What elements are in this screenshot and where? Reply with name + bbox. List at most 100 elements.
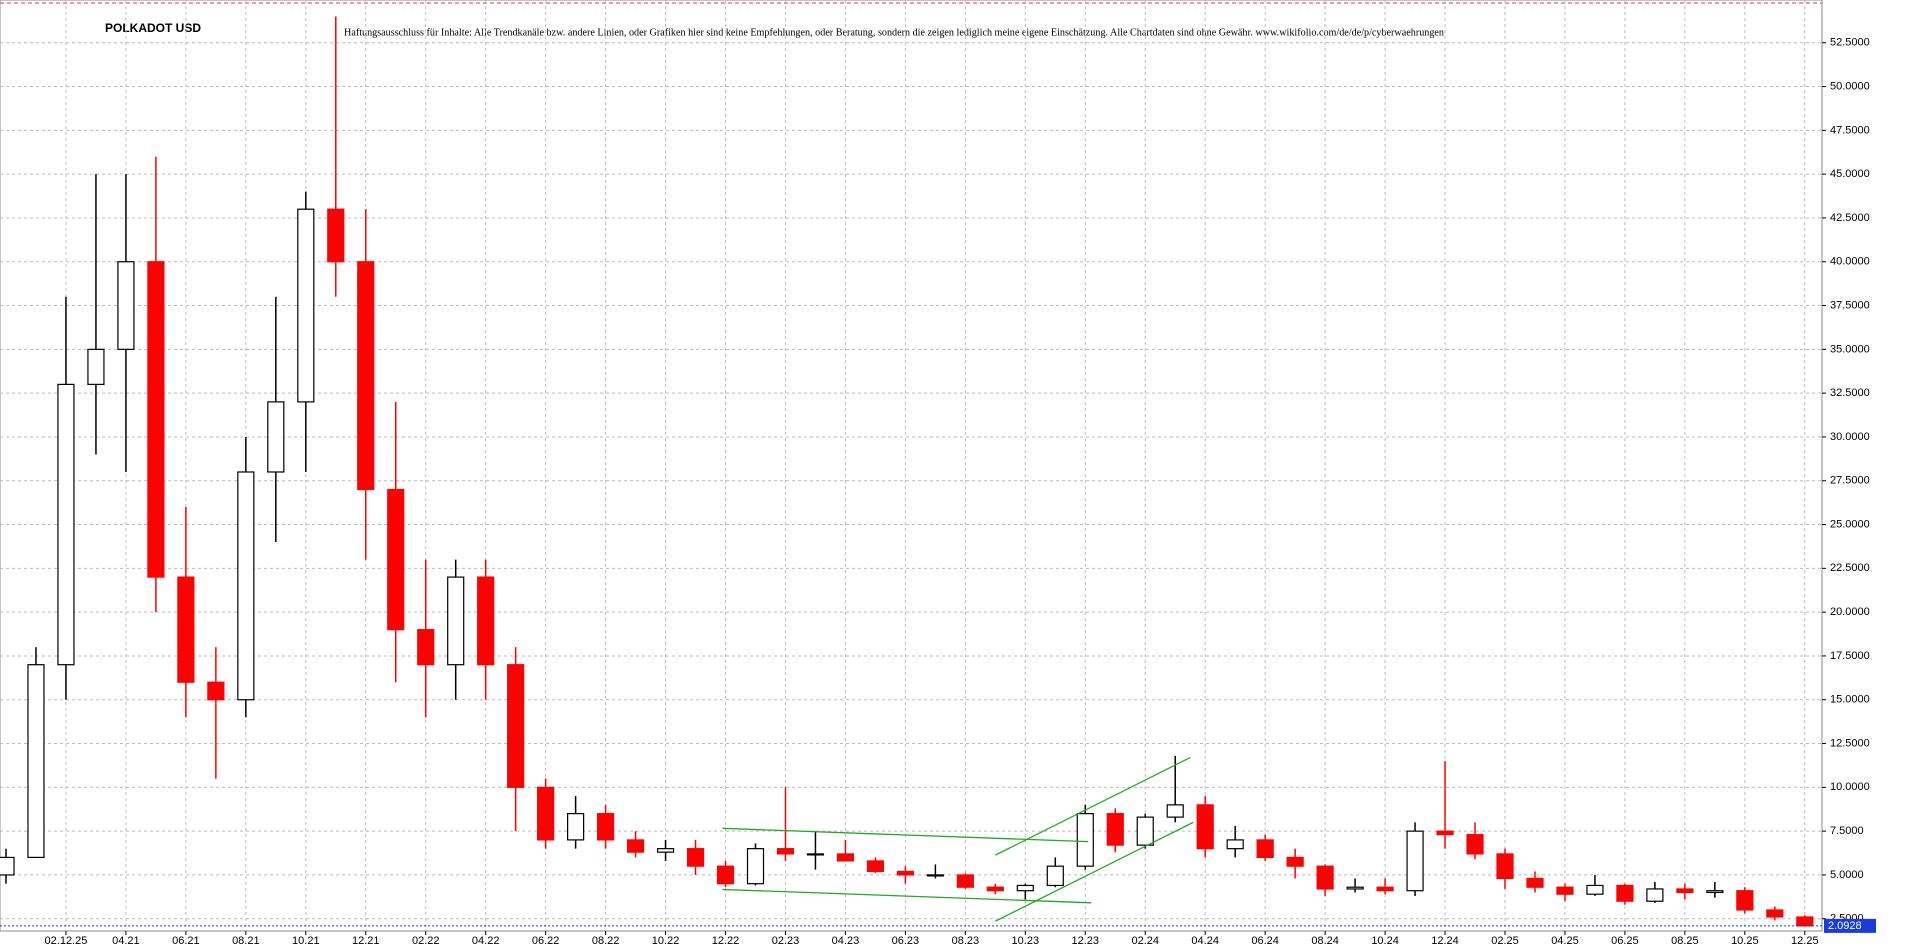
candle-body [1466,834,1484,855]
candle-body [1406,830,1424,892]
candle-body [1106,813,1124,846]
y-tick-label: 45.0000 [1830,168,1870,180]
y-tick-label: 37.5000 [1830,299,1870,311]
y-tick-label: 40.0000 [1830,256,1870,268]
candle-body [1736,890,1754,911]
trend-line [722,888,1092,904]
x-tick-label: 12.22 [712,935,740,947]
y-tick-label: 12.5000 [1830,737,1870,749]
candle-body [1556,886,1574,895]
y-tick-label: 30.0000 [1830,431,1870,443]
candle-body [956,874,974,888]
x-tick-label: 12.25 [1791,935,1819,947]
candle-body [87,348,105,385]
x-tick-label: 10.23 [1012,935,1040,947]
candle-body [656,848,675,853]
candle-body [207,681,225,701]
candle-body [1346,886,1364,890]
last-price-label: 2.0928 [1828,920,1862,932]
candle-body [1496,853,1514,880]
candle-body [896,870,915,876]
y-tick-label: 52.5000 [1830,37,1870,49]
candle-body [1616,884,1634,902]
x-tick-label: 04.21 [112,935,140,947]
candle-body [926,874,944,877]
y-tick-label: 42.5000 [1830,212,1870,224]
x-tick-label: 12.21 [352,935,380,947]
candle-body [537,786,555,841]
y-tick-label: 17.5000 [1830,650,1870,662]
y-tick-label: 47.5000 [1830,124,1870,136]
trend-line [995,821,1194,922]
candle-body [1436,830,1454,836]
candle-body [626,839,645,853]
candle-body [1046,865,1064,887]
x-tick-label: 08.23 [952,935,980,947]
candle-body [1706,890,1724,894]
candle-body [117,261,135,350]
y-tick-label: 50.0000 [1830,80,1870,92]
candle-body [1166,804,1184,818]
candle-body [986,886,1004,892]
candle-body [1136,816,1154,846]
candle-body [1646,888,1664,902]
candle-body [1526,877,1544,888]
candle-body [836,853,855,862]
candle-body [1766,909,1784,918]
candle-body [1016,884,1034,892]
x-tick-label: 04.22 [472,935,500,947]
candle-body [716,865,735,885]
candle-body [1586,884,1604,895]
candle-body [1316,865,1334,890]
x-tick-label: 06.23 [892,935,920,947]
y-tick-label: 7.5000 [1830,825,1864,837]
y-tick-label: 22.5000 [1830,562,1870,574]
x-tick-label: 08.24 [1311,935,1339,947]
x-tick-label: 12.24 [1431,935,1459,947]
plot-frame [0,0,1823,932]
candle-body [477,576,495,666]
y-tick-label: 32.5000 [1830,387,1870,399]
last-price-box [1824,918,1876,933]
candle-body [776,848,795,855]
candle-body [237,471,255,701]
candle-body [27,664,45,859]
disclaimer: Haftungsausschluss für Inhalte: Alle Tre… [344,27,1444,38]
candle-body [507,664,525,788]
x-tick-label: 08.25 [1671,935,1699,947]
x-tick-label: 08.21 [232,935,260,947]
candle-body [806,853,825,856]
candle-body [1376,886,1394,892]
candle-body [267,401,285,473]
candle-body [1196,804,1214,850]
chart-title: POLKADOT USD [105,21,201,35]
y-tick-label: 20.0000 [1830,606,1870,618]
x-tick-label: 02.22 [412,935,440,947]
x-tick-label: 10.21 [292,935,320,947]
y-tick-label: 35.0000 [1830,343,1870,355]
y-tick-label: 10.0000 [1830,781,1870,793]
candle-body [567,813,585,841]
candle-body [57,383,75,666]
candle-body [297,208,315,403]
x-tick-label: 06.24 [1251,935,1279,947]
x-tick-label: 10.24 [1371,935,1399,947]
candle-body [447,576,465,666]
trend-line [995,756,1191,856]
candle-body [1286,856,1304,867]
x-tick-label: 12.23 [1072,935,1100,947]
x-tick-label: 10.25 [1731,935,1759,947]
candle-body [177,576,195,683]
y-tick-label: 15.0000 [1830,694,1870,706]
candle-body [686,848,705,867]
candle-body [1076,813,1094,867]
candle-body [327,208,345,263]
x-tick-label: 04.24 [1191,935,1219,947]
y-tick-label: 5.0000 [1830,869,1864,881]
x-tick-label: 06.21 [172,935,200,947]
candle-body [866,860,885,873]
candle-body [147,261,165,578]
y-tick-label: 25.0000 [1830,518,1870,530]
x-tick-label: 02.23 [772,935,800,947]
